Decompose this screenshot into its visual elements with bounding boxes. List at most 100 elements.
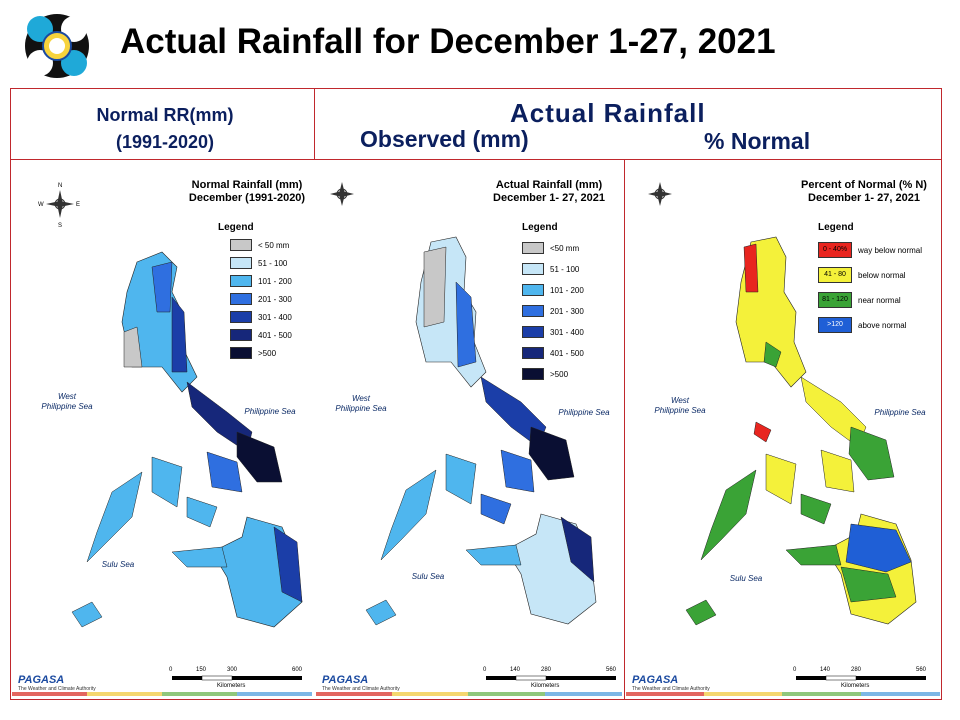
observed-header: Observed (mm) — [360, 126, 529, 152]
legend-swatch — [230, 239, 252, 251]
legend-swatch — [522, 263, 544, 275]
map-title-line1: Percent of Normal (% N) — [801, 179, 927, 191]
legend-label: 51 - 100 — [550, 265, 580, 274]
sea-label-west-line2: Philippine Sea — [41, 402, 93, 411]
scale-unit: Kilometers — [531, 683, 560, 689]
normal-header-line2: (1991-2020) — [115, 132, 215, 152]
map-title-line2: December (1991-2020) — [188, 192, 306, 204]
legend-swatch — [230, 293, 252, 305]
sea-label-west-line1: West — [351, 394, 371, 403]
percent-normal-map-panel: Percent of Normal (% N) December 1- 27, … — [626, 162, 940, 696]
legend-label: 301 - 400 — [258, 313, 292, 322]
sea-label-east: Philippine Sea — [558, 408, 610, 417]
map-title-line2: December 1- 27, 2021 — [493, 192, 605, 204]
pagasa-brand: PAGASA — [632, 674, 679, 686]
legend-label: below normal — [858, 271, 906, 280]
sea-label-south: Sulu Sea — [101, 560, 135, 569]
legend-label: >500 — [550, 370, 569, 379]
legend-label: above normal — [858, 321, 907, 330]
map-title-line2: December 1- 27, 2021 — [808, 192, 920, 204]
legend-label: 201 - 300 — [550, 307, 584, 316]
scale-tick: 280 — [541, 667, 552, 673]
scale-bar — [796, 675, 926, 681]
legend-label: >500 — [258, 349, 277, 358]
footer-color-strip — [316, 692, 622, 696]
legend-label: 401 - 500 — [550, 349, 584, 358]
legend-swatch — [522, 242, 544, 254]
scale-tick: 0 — [169, 667, 173, 673]
legend-label: 101 - 200 — [258, 277, 292, 286]
legend-swatch — [522, 368, 544, 380]
map-title-line1: Actual Rainfall (mm) — [495, 179, 603, 191]
sea-label-west: West Philippine Sea — [37, 392, 97, 412]
scale-tick: 0 — [793, 667, 797, 673]
column-divider-2 — [624, 160, 625, 700]
compass-rose-icon — [648, 182, 672, 206]
legend-label: near normal — [858, 296, 901, 305]
legend-title: Legend — [522, 222, 558, 233]
pagasa-tagline: The Weather and Climate Authority — [18, 686, 96, 692]
sea-label-east: Philippine Sea — [874, 408, 926, 417]
philippines-landmass — [685, 236, 917, 626]
compass-rose-icon: N S W E — [38, 183, 80, 229]
legend-label: <50 mm — [550, 244, 580, 253]
pagasa-brand: PAGASA — [18, 674, 65, 686]
legend-swatch — [230, 257, 252, 269]
legend-label: 401 - 500 — [258, 331, 292, 340]
map-title: Normal Rainfall (mm) December (1991-2020… — [182, 179, 312, 205]
pagasa-tagline: The Weather and Climate Authority — [632, 686, 710, 692]
scale-tick: 140 — [510, 667, 521, 673]
compass-rose-icon — [330, 182, 354, 206]
legend-label: < 50 mm — [258, 241, 290, 250]
actual-rainfall-map-panel: Actual Rainfall (mm) December 1- 27, 202… — [316, 162, 622, 696]
scale-tick: 150 — [196, 667, 207, 673]
philippines-landmass — [71, 251, 303, 628]
sea-label-south: Sulu Sea — [411, 572, 445, 581]
pagasa-logo — [25, 14, 89, 78]
pagasa-brand: PAGASA — [322, 674, 369, 686]
header-divider — [10, 159, 942, 160]
svg-text:S: S — [58, 223, 62, 229]
legend-label: 201 - 300 — [258, 295, 292, 304]
svg-text:N: N — [58, 183, 62, 189]
legend-swatch: >120 — [818, 317, 852, 333]
map-title: Percent of Normal (% N) December 1- 27, … — [794, 179, 934, 205]
legend-swatch: 81 - 120 — [818, 292, 852, 308]
legend-swatch — [230, 275, 252, 287]
normal-rainfall-map: N S W E — [12, 183, 312, 696]
footer-color-strip — [12, 692, 312, 696]
legend-swatch — [230, 329, 252, 341]
normal-rainfall-map-panel: N S W E — [12, 162, 312, 696]
legend-label: 301 - 400 — [550, 328, 584, 337]
scale-unit: Kilometers — [841, 683, 870, 689]
sea-label-east: Philippine Sea — [244, 407, 296, 416]
percent-normal-map — [626, 182, 940, 696]
legend-swatch: 0 - 40% — [818, 242, 852, 258]
sea-label-west: West Philippine Sea — [650, 396, 710, 416]
scale-tick: 560 — [916, 667, 927, 673]
scale-bar — [172, 675, 302, 681]
scale-tick: 300 — [227, 667, 238, 673]
legend-label: way below normal — [858, 246, 923, 255]
legend-label: 101 - 200 — [550, 286, 584, 295]
sea-label-west: West Philippine Sea — [331, 394, 391, 414]
table-frame — [10, 88, 942, 700]
philippines-landmass — [365, 236, 597, 626]
sea-label-south: Sulu Sea — [729, 574, 763, 583]
sea-label-west-line1: West — [670, 396, 690, 405]
legend-swatch — [522, 305, 544, 317]
scale-tick: 280 — [851, 667, 862, 673]
sea-label-west-line1: West — [57, 392, 77, 401]
map-title-line1: Normal Rainfall (mm) — [191, 179, 303, 191]
column-divider-1 — [314, 88, 315, 160]
scale-tick: 600 — [292, 667, 303, 673]
legend-swatch: 41 - 80 — [818, 267, 852, 283]
legend-title: Legend — [218, 222, 254, 233]
scale-unit: Kilometers — [217, 683, 246, 689]
legend-swatch — [230, 347, 252, 359]
legend-swatch — [522, 326, 544, 338]
map-title: Actual Rainfall (mm) December 1- 27, 202… — [486, 179, 612, 205]
actual-rainfall-header: Actual Rainfall — [510, 98, 706, 128]
svg-text:E: E — [76, 202, 80, 208]
scale-tick: 140 — [820, 667, 831, 673]
